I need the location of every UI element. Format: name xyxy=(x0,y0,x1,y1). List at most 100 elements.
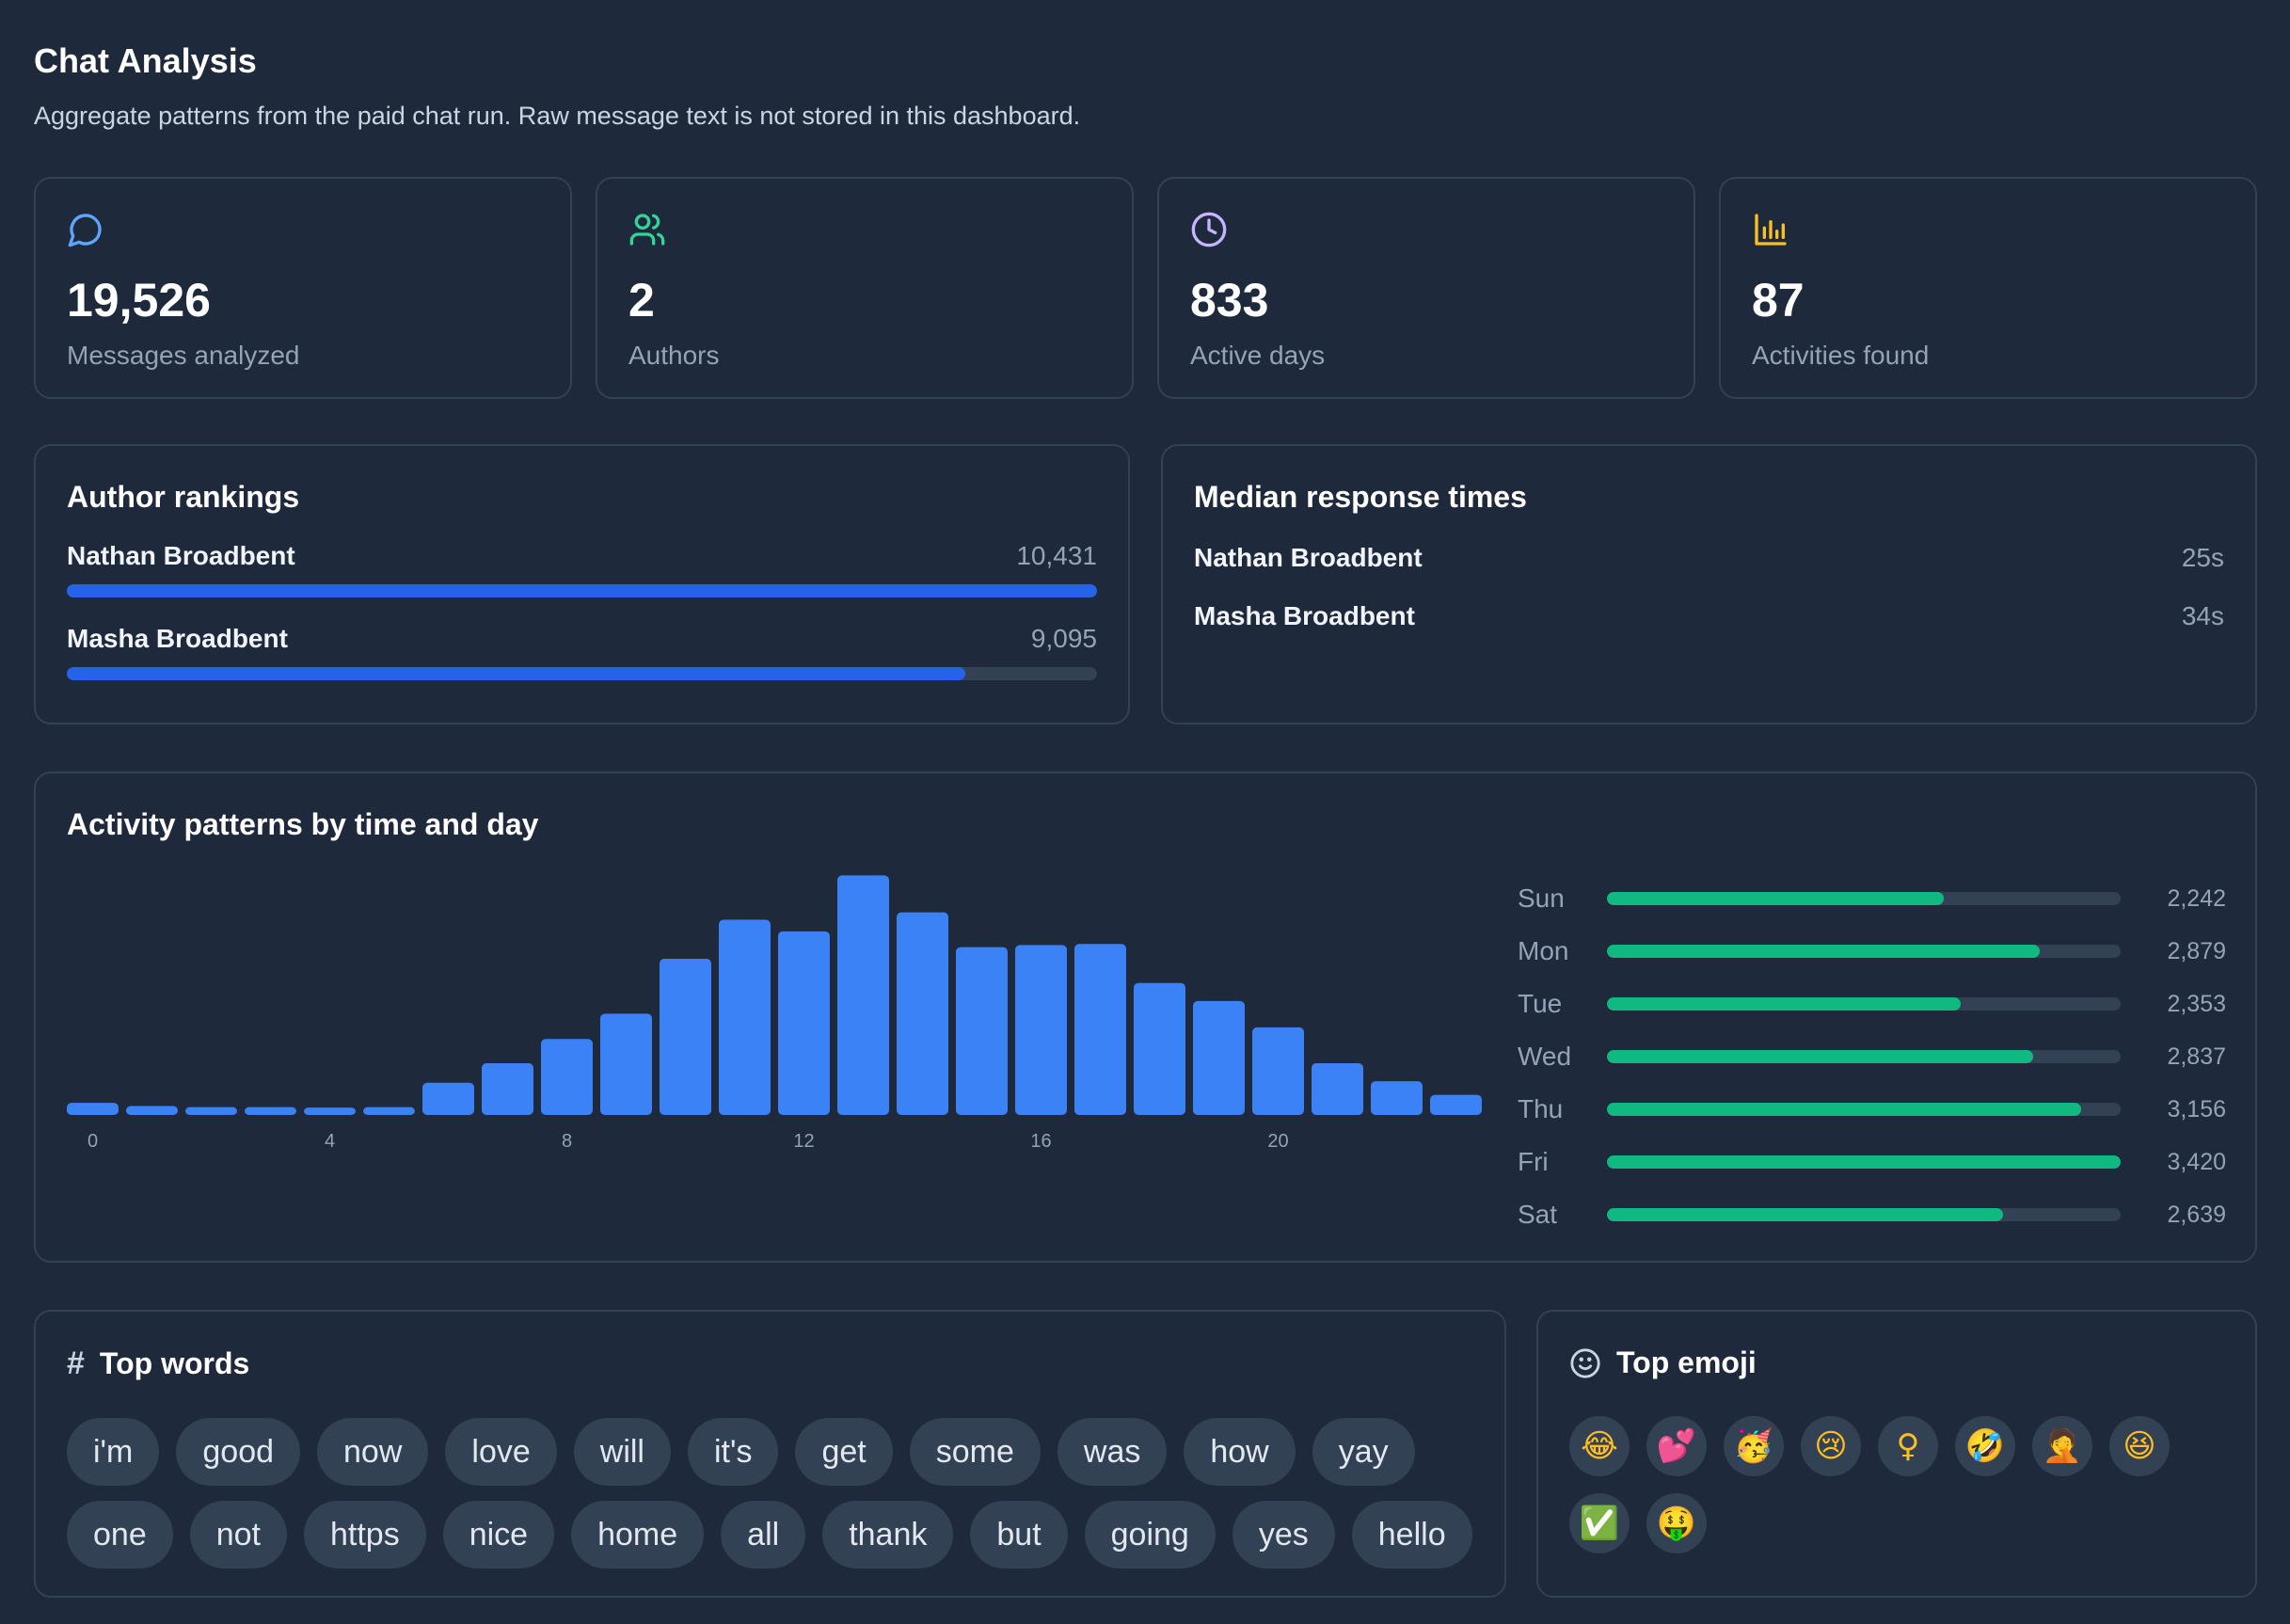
page-title: Chat Analysis xyxy=(34,41,257,80)
weekday-bar-track xyxy=(1607,1103,2121,1116)
hour-bar-20 xyxy=(1252,1027,1304,1115)
bar-chart-icon xyxy=(1755,214,1787,246)
word-chip: yes xyxy=(1232,1501,1335,1568)
word-chip: some xyxy=(909,1418,1041,1486)
hour-bar-17 xyxy=(1074,944,1126,1115)
weekday-bar-sat xyxy=(1607,1208,2004,1221)
weekday-label: Fri xyxy=(1518,1147,1549,1176)
hour-bar-13 xyxy=(837,875,889,1115)
emoji-list: 😂 💕 🥳 😢 ♀ 🤣 🤦 😆 ✅ 🤑 xyxy=(1569,1416,2171,1553)
hour-bar-0 xyxy=(67,1103,119,1115)
word-chip: now xyxy=(317,1418,429,1486)
rank-bar-fill xyxy=(67,667,965,680)
author-rankings-card: Author rankings Nathan Broadbent 10,431 … xyxy=(34,444,1130,724)
stat-value: 19,526 xyxy=(67,274,211,326)
author-count: 10,431 xyxy=(1016,541,1097,570)
hour-tick-label: 12 xyxy=(793,1131,814,1152)
hour-bar-11 xyxy=(719,919,771,1115)
word-chip: it's xyxy=(687,1418,779,1486)
chat-bubble-icon xyxy=(68,214,102,247)
word-chip: https xyxy=(304,1501,426,1568)
weekday-row-tue: Tue 2,353 xyxy=(1518,978,2233,1030)
rank-bar-track xyxy=(67,584,1097,597)
weekday-bar-wed xyxy=(1607,1050,2033,1063)
stat-card-active-days: 833 Active days xyxy=(1157,177,1695,399)
card-title: Median response times xyxy=(1194,480,1527,514)
emoji-chip: ✅ xyxy=(1569,1493,1630,1553)
weekday-label: Wed xyxy=(1518,1042,1572,1071)
activity-patterns-card: Activity patterns by time and day 0 4 8 12 1… xyxy=(34,772,2257,1263)
emoji-chip: 😢 xyxy=(1801,1416,1861,1476)
stat-label: Messages analyzed xyxy=(67,341,300,370)
emoji-chip: 😂 xyxy=(1569,1416,1630,1476)
word-chip: will xyxy=(573,1418,671,1486)
author-name: Masha Broadbent xyxy=(67,624,288,653)
stat-card-activities: 87 Activities found xyxy=(1719,177,2257,399)
rank-row: Masha Broadbent 9,095 xyxy=(67,624,1097,680)
weekday-row-thu: Thu 3,156 xyxy=(1518,1083,2233,1136)
stat-value: 87 xyxy=(1752,274,1805,326)
weekday-row-wed: Wed 2,837 xyxy=(1518,1030,2233,1083)
hour-bar-23 xyxy=(1430,1094,1482,1115)
weekday-label: Thu xyxy=(1518,1094,1564,1123)
weekday-activity-chart: Sun 2,242 Mon 2,879 Tue 2,353 Wed 2,837 Thu 3,156… xyxy=(1518,872,2233,1249)
weekday-bar-tue xyxy=(1607,997,1961,1011)
top-words-card: # Top words i'm good now love will it's get som… xyxy=(34,1310,1506,1598)
word-chip: how xyxy=(1184,1418,1296,1486)
stat-label: Activities found xyxy=(1752,341,1930,370)
stat-label: Active days xyxy=(1190,341,1326,370)
word-chip: home xyxy=(571,1501,705,1568)
weekday-row-sat: Sat 2,639 xyxy=(1518,1188,2233,1241)
weekday-bar-track xyxy=(1607,1208,2121,1221)
hour-bar-12 xyxy=(778,931,830,1115)
word-chip: nice xyxy=(442,1501,555,1568)
hour-bar-19 xyxy=(1193,1000,1245,1115)
word-chip: going xyxy=(1084,1501,1216,1568)
hour-bar-22 xyxy=(1371,1081,1423,1115)
weekday-value: 3,156 xyxy=(2167,1095,2226,1122)
users-icon xyxy=(629,214,665,246)
hour-bar-9 xyxy=(600,1013,652,1115)
weekday-row-fri: Fri 3,420 xyxy=(1518,1136,2233,1188)
hour-bar-15 xyxy=(956,947,1008,1115)
stat-card-messages: 19,526 Messages analyzed xyxy=(34,177,572,399)
hour-tick-label: 8 xyxy=(562,1131,572,1152)
weekday-bar-sun xyxy=(1607,892,1944,905)
weekday-bar-mon xyxy=(1607,945,2040,958)
emoji-chip: 🥳 xyxy=(1724,1416,1784,1476)
card-title: Top emoji xyxy=(1616,1345,1757,1379)
weekday-bar-track xyxy=(1607,1050,2121,1063)
word-chip: hello xyxy=(1351,1501,1472,1568)
weekday-bar-thu xyxy=(1607,1103,2081,1116)
hour-tick-label: 20 xyxy=(1267,1131,1288,1152)
stat-label: Authors xyxy=(628,341,720,370)
word-chip: get xyxy=(795,1418,893,1486)
word-chip: good xyxy=(176,1418,301,1486)
hash-icon: # xyxy=(67,1345,85,1381)
top-emoji-card: Top emoji 😂 💕 🥳 😢 ♀ 🤣 🤦 😆 ✅ 🤑 xyxy=(1536,1310,2257,1598)
hour-bar-3 xyxy=(245,1107,296,1115)
weekday-value: 2,879 xyxy=(2167,937,2226,964)
page-subtitle: Aggregate patterns from the paid chat ru… xyxy=(34,102,1081,130)
weekday-label: Tue xyxy=(1518,989,1563,1018)
weekday-row-mon: Mon 2,879 xyxy=(1518,925,2233,978)
hour-bar-16 xyxy=(1015,945,1067,1115)
author-name: Nathan Broadbent xyxy=(1194,543,1423,572)
hour-bar-18 xyxy=(1134,982,1185,1115)
emoji-chip: ♀ xyxy=(1878,1416,1938,1476)
author-count: 9,095 xyxy=(1030,624,1097,653)
weekday-value: 2,353 xyxy=(2167,990,2226,1017)
hour-bar-2 xyxy=(185,1107,237,1115)
weekday-bar-fri xyxy=(1607,1155,2121,1169)
rank-bar-fill xyxy=(67,584,1097,597)
hour-bar-1 xyxy=(126,1106,178,1115)
hour-tick-label: 16 xyxy=(1030,1131,1051,1152)
emoji-chip: 🤑 xyxy=(1646,1493,1707,1553)
weekday-value: 3,420 xyxy=(2167,1148,2226,1175)
weekday-label: Sun xyxy=(1518,884,1565,913)
weekday-bar-track xyxy=(1607,892,2121,905)
hour-tick-label: 0 xyxy=(87,1131,98,1152)
emoji-chip: 😆 xyxy=(2109,1416,2170,1476)
card-title: Author rankings xyxy=(67,480,300,514)
